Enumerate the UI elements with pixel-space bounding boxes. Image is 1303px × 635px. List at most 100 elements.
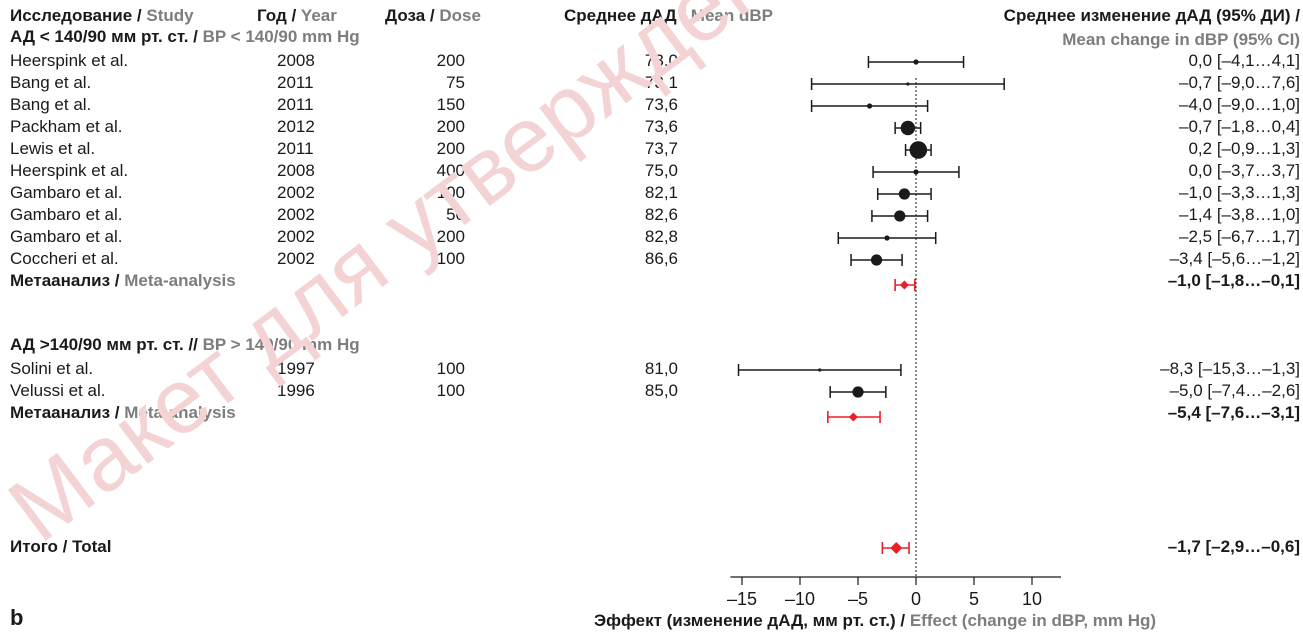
meta-analysis-label: Метаанализ / Meta-analysis	[10, 271, 236, 290]
header-change-ru: Среднее изменение дАД (95% ДИ)	[1003, 6, 1291, 25]
total-label: Итого / Total	[10, 537, 112, 556]
study-mean-dbp: 73,0	[644, 51, 678, 70]
study-dose: 100	[436, 183, 465, 202]
study-year: 2012	[277, 117, 315, 136]
study-dose: 200	[436, 139, 465, 158]
study-name: Packham et al.	[10, 117, 123, 136]
header-change-en: Mean change in dBP (95% CI)	[1062, 30, 1300, 49]
study-year: 2002	[277, 227, 315, 246]
study-name: Gambaro et al.	[10, 183, 123, 202]
study-year: 2011	[277, 95, 314, 114]
x-axis-tick-label: 5	[969, 589, 979, 609]
header-dose-en: Dose	[439, 6, 481, 25]
meta-analysis-label-en: Meta-analysis	[124, 403, 236, 422]
study-name: Coccheri et al.	[10, 249, 119, 268]
study-point	[852, 386, 864, 398]
study-name: Heerspink et al.	[10, 161, 129, 180]
study-name: Heerspink et al.	[10, 51, 129, 70]
study-name: Gambaro et al.	[10, 205, 123, 224]
study-dose: 100	[436, 249, 465, 268]
group-title: АД < 140/90 мм рт. ст. / BP < 140/90 mm …	[10, 27, 360, 47]
study-ci-text: –4,0 [–9,0…1,0]	[1179, 95, 1300, 114]
study-ci-text: –1,4 [–3,8…1,0]	[1179, 205, 1300, 224]
study-mean-dbp: 73,7	[644, 139, 678, 158]
x-axis-tick-label: 10	[1022, 589, 1042, 609]
meta-analysis-ci-text: –5,4 [–7,6…–3,1]	[1167, 403, 1300, 422]
header-mean-en: Mean dBP	[690, 6, 773, 25]
study-mean-dbp: 73,6	[644, 95, 678, 114]
header-year-ru: Год	[257, 6, 287, 25]
study-point	[913, 169, 919, 175]
x-axis-tick-label: –15	[727, 589, 757, 609]
header-mean: Среднее дАД / Mean dBP	[564, 6, 773, 25]
study-year: 1996	[277, 381, 315, 400]
study-mean-dbp: 82,8	[644, 227, 678, 246]
meta-analysis-label: Метаанализ / Meta-analysis	[10, 403, 236, 422]
total-ci-text: –1,7 [–2,9…–0,6]	[1167, 537, 1300, 556]
header-dose: Доза / Dose	[385, 6, 481, 25]
header-year: Год / Year	[257, 6, 337, 25]
study-dose: 100	[436, 359, 465, 378]
study-dose: 200	[436, 227, 465, 246]
study-year: 2002	[277, 183, 315, 202]
study-point	[818, 368, 822, 372]
study-year: 2011	[277, 139, 314, 158]
header-study-ru: Исследование	[10, 6, 133, 25]
panel-label: b	[10, 605, 24, 630]
study-year: 2002	[277, 205, 315, 224]
header-mean-ru: Среднее дАД	[564, 6, 677, 25]
study-year: 2011	[277, 73, 314, 92]
x-axis-label-ru: Эффект (изменение дАД, мм рт. ст.)	[594, 611, 896, 630]
meta-analysis-label-ru: Метаанализ	[10, 403, 111, 422]
study-ci-text: 0,0 [–3,7…3,7]	[1188, 161, 1300, 180]
study-ci-text: –2,5 [–6,7…1,7]	[1179, 227, 1300, 246]
study-dose: 75	[446, 73, 465, 92]
x-axis-label-en: Effect (change in dBP, mm Hg)	[909, 611, 1157, 630]
meta-analysis-label-ru: Метаанализ	[10, 271, 111, 290]
study-point	[867, 103, 873, 109]
header-study: Исследование / Study	[10, 6, 194, 25]
header-dose-ru: Доза	[385, 6, 426, 25]
group-title-ru: АД >140/90 мм рт. ст.	[10, 335, 184, 354]
study-point	[884, 235, 890, 241]
group-title-en: BP < 140/90 mm Hg	[202, 27, 360, 46]
x-axis-label: Эффект (изменение дАД, мм рт. ст.) / Eff…	[594, 611, 1157, 630]
meta-diamond	[899, 280, 909, 290]
study-mean-dbp: 73,1	[644, 73, 678, 92]
study-ci-text: –0,7 [–1,8…0,4]	[1179, 117, 1300, 136]
study-point	[898, 188, 911, 200]
study-dose: 150	[436, 95, 465, 114]
header-change: Среднее изменение дАД (95% ДИ) /	[1003, 6, 1300, 25]
study-name: Gambaro et al.	[10, 227, 123, 246]
study-dose: 200	[436, 51, 465, 70]
study-ci-text: –0,7 [–9,0…7,6]	[1179, 73, 1300, 92]
study-dose: 50	[446, 205, 465, 224]
study-year: 2008	[277, 51, 315, 70]
total-diamond	[890, 542, 903, 554]
group-title-ru: АД < 140/90 мм рт. ст.	[10, 27, 189, 46]
study-dose: 200	[436, 117, 465, 136]
x-axis-tick-label: 0	[911, 589, 921, 609]
study-point	[909, 141, 928, 159]
meta-diamond	[848, 412, 858, 422]
group-title: АД >140/90 мм рт. ст. // BP > 140/90 mm …	[10, 335, 360, 355]
meta-analysis-label-en: Meta-analysis	[124, 271, 236, 290]
study-mean-dbp: 82,6	[644, 205, 678, 224]
study-dose: 100	[436, 381, 465, 400]
x-axis-tick-label: –10	[785, 589, 815, 609]
study-point	[913, 59, 919, 65]
meta-analysis-ci-text: –1,0 [–1,8…–0,1]	[1167, 271, 1300, 290]
study-mean-dbp: 81,0	[644, 359, 678, 378]
study-year: 2002	[277, 249, 315, 268]
header-study-en: Study	[146, 6, 194, 25]
study-mean-dbp: 73,6	[644, 117, 678, 136]
study-ci-text: 0,0 [–4,1…4,1]	[1188, 51, 1300, 70]
study-name: Velussi et al.	[10, 381, 106, 400]
study-point	[894, 210, 906, 222]
study-ci-text: –3,4 [–5,6…–1,2]	[1169, 249, 1300, 268]
study-point	[870, 254, 883, 266]
study-point	[900, 120, 916, 136]
study-ci-text: –5,0 [–7,4…–2,6]	[1169, 381, 1300, 400]
study-mean-dbp: 85,0	[644, 381, 678, 400]
